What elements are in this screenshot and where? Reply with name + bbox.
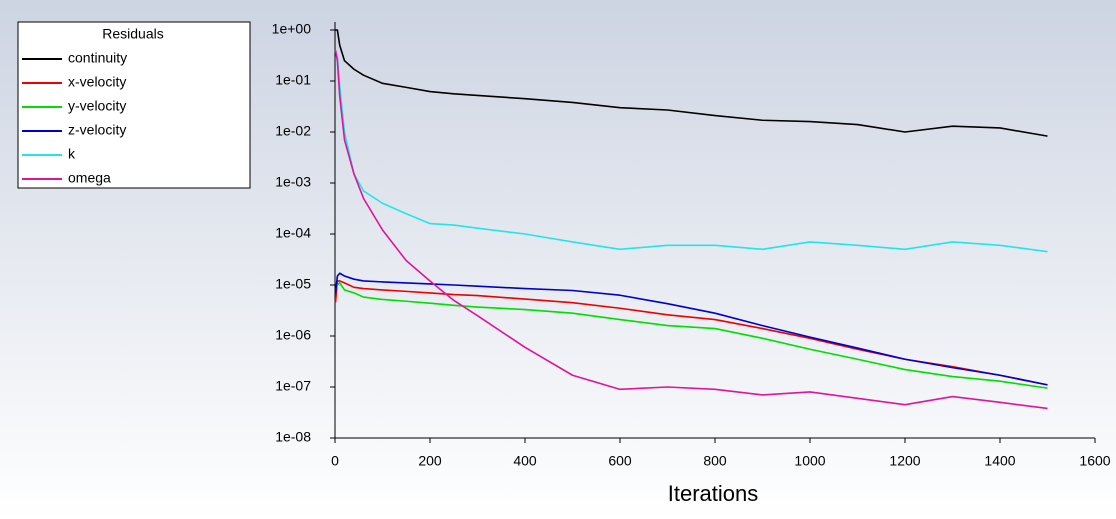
y-tick-label: 1e-01 bbox=[275, 72, 311, 88]
series-line bbox=[334, 272, 1048, 386]
y-tick-label: 1e-02 bbox=[275, 123, 311, 139]
legend-label: z-velocity bbox=[68, 122, 126, 138]
series-line bbox=[334, 50, 1048, 410]
y-tick-label: 1e-05 bbox=[275, 276, 311, 292]
legend-box bbox=[17, 21, 251, 189]
x-axis-title: Iterations bbox=[668, 481, 759, 506]
x-tick-label: 200 bbox=[418, 453, 442, 469]
x-tick-label: 1600 bbox=[1079, 453, 1110, 469]
y-tick-label: 1e-07 bbox=[275, 378, 311, 394]
x-tick-label: 0 bbox=[331, 453, 339, 469]
x-tick-label: 1400 bbox=[984, 453, 1015, 469]
x-tick-label: 1200 bbox=[889, 453, 920, 469]
series-line bbox=[335, 29, 1048, 137]
legend-label: x-velocity bbox=[68, 74, 126, 90]
y-tick-label: 1e-08 bbox=[275, 429, 311, 445]
legend-label: omega bbox=[68, 170, 111, 186]
series-line bbox=[334, 282, 1048, 389]
legend-label: continuity bbox=[68, 50, 127, 66]
y-tick-label: 1e-03 bbox=[275, 174, 311, 190]
x-tick-label: 400 bbox=[513, 453, 537, 469]
x-tick-label: 800 bbox=[703, 453, 727, 469]
legend-title: Residuals bbox=[102, 26, 163, 42]
y-tick-label: 1e-06 bbox=[275, 327, 311, 343]
y-tick-label: 1e+00 bbox=[272, 21, 312, 37]
y-tick-label: 1e-04 bbox=[275, 225, 311, 241]
x-tick-label: 1000 bbox=[794, 453, 825, 469]
legend-label: k bbox=[68, 146, 76, 162]
x-tick-label: 600 bbox=[608, 453, 632, 469]
legend-label: y-velocity bbox=[68, 98, 126, 114]
